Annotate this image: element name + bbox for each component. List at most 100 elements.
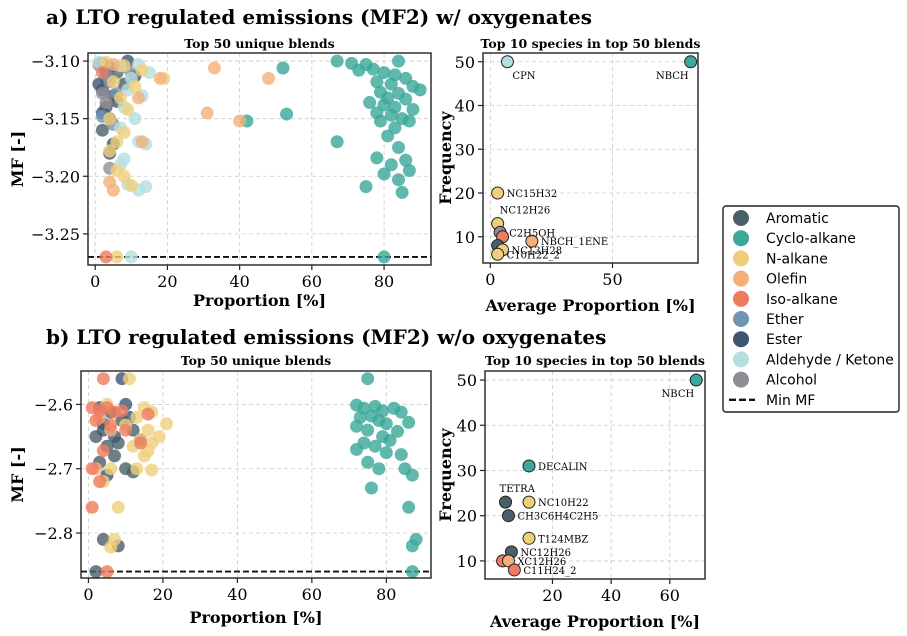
subplot-a-species: NBCH CPN NC15H32 NC12H26 C2H5OHNBCH_1ENENC13…: [436, 36, 700, 315]
x-tick-label: 60: [302, 272, 322, 291]
data-point: [95, 66, 109, 80]
data-point: [405, 539, 419, 553]
data-point: [381, 129, 395, 143]
data-point: [141, 407, 155, 421]
data-point: [122, 372, 136, 386]
data-point: [132, 91, 146, 105]
data-point: [372, 462, 386, 476]
legend-marker: [733, 250, 749, 267]
data-point: [399, 92, 413, 106]
y-tick-label: −2.6: [34, 395, 73, 414]
axes-frame: [80, 370, 432, 579]
data-point: [128, 112, 142, 126]
data-point: [135, 135, 149, 149]
x-tick-label: 40: [227, 585, 247, 604]
legend-label: Alcohol: [766, 373, 817, 389]
data-point: [330, 135, 344, 149]
data-point: [134, 436, 148, 450]
data-point: [104, 462, 118, 476]
y-tick-label: 30: [455, 140, 475, 159]
data-point: [104, 540, 118, 554]
data-point: [501, 509, 515, 523]
data-point: [383, 433, 397, 447]
data-point: [111, 500, 125, 514]
point-label: NC12H26: [520, 548, 571, 559]
data-point: [405, 565, 419, 579]
data-point: [394, 405, 408, 419]
data-point: [361, 455, 375, 469]
point-label: CPN: [512, 71, 535, 82]
x-tick-label: 40: [601, 586, 621, 605]
data-point: [684, 55, 698, 69]
data-point: [108, 449, 122, 463]
legend-marker: [733, 230, 749, 247]
y-axis-label: MF [-]: [8, 446, 27, 502]
data-point: [100, 565, 114, 579]
data-point: [106, 183, 120, 197]
y-tick-label: −3.15: [31, 110, 80, 129]
legend-label: Olefin: [766, 272, 807, 288]
data-point: [359, 180, 373, 194]
data-point: [522, 495, 536, 509]
y-tick-label: 20: [457, 507, 477, 526]
axes-frame: [87, 52, 432, 266]
y-tick-label: 50: [457, 371, 477, 390]
data-point: [153, 71, 167, 85]
data-point: [399, 153, 413, 167]
legend: Aromatic Cyclo-alkane N-alkane Olefin Iso-al…: [722, 205, 900, 413]
data-point: [106, 75, 120, 89]
point-label: NC12H26: [500, 206, 551, 217]
data-point: [392, 54, 406, 68]
point-label: NC10H22: [538, 498, 589, 509]
data-point: [364, 481, 378, 495]
data-point: [413, 83, 427, 97]
point-label: C10H22_2: [507, 250, 560, 261]
data-point: [330, 54, 344, 68]
subplot-title: Top 50 unique blends: [184, 36, 334, 51]
data-point: [85, 500, 99, 514]
x-tick-label: 60: [660, 586, 680, 605]
panel-a-title: a) LTO regulated emissions (MF2) w/ oxyg…: [46, 5, 592, 29]
subplot-title: Top 10 species in top 50 blends: [485, 353, 705, 368]
data-point: [395, 185, 409, 199]
x-tick-label: 0: [485, 270, 495, 289]
data-point: [280, 107, 294, 121]
x-tick-label: 80: [376, 585, 396, 604]
data-point: [500, 55, 514, 69]
x-tick-label: 50: [602, 270, 622, 289]
data-point: [128, 79, 142, 93]
point-label: NBCH: [656, 71, 689, 82]
data-point: [373, 114, 387, 128]
data-point: [233, 114, 247, 128]
data-point: [115, 404, 129, 418]
data-point: [276, 61, 290, 75]
data-point: [402, 114, 416, 128]
data-point: [379, 417, 393, 431]
data-point: [110, 250, 124, 264]
data-point: [110, 135, 124, 149]
y-axis-label: Frequency: [436, 111, 455, 205]
x-tick-label: 20: [153, 585, 173, 604]
y-tick-label: 20: [455, 184, 475, 203]
y-tick-label: −2.8: [34, 524, 73, 543]
data-point: [117, 169, 131, 183]
y-tick-label: −3.20: [31, 167, 80, 186]
data-point: [392, 173, 406, 187]
data-point: [124, 179, 138, 192]
legend-label: Ether: [766, 312, 804, 328]
data-point: [361, 372, 375, 386]
data-point: [370, 151, 384, 165]
data-point: [350, 419, 364, 433]
point-label: C11H24_2: [523, 566, 576, 577]
axes-frame: [484, 370, 706, 580]
subplot-b-blends: 0 20 40 60 80 −2.6 −2.7 −2.8 Top 50 unique blend…: [8, 353, 432, 627]
legend-marker: [733, 311, 749, 327]
legend-marker: [733, 371, 749, 388]
legend-label: Cyclo-alkane: [766, 231, 856, 247]
legend-marker: [733, 351, 749, 368]
data-point: [366, 62, 380, 76]
y-tick-label: −3.25: [31, 225, 80, 244]
point-label: NBCH_1ENE: [541, 237, 608, 248]
data-point: [377, 167, 391, 181]
